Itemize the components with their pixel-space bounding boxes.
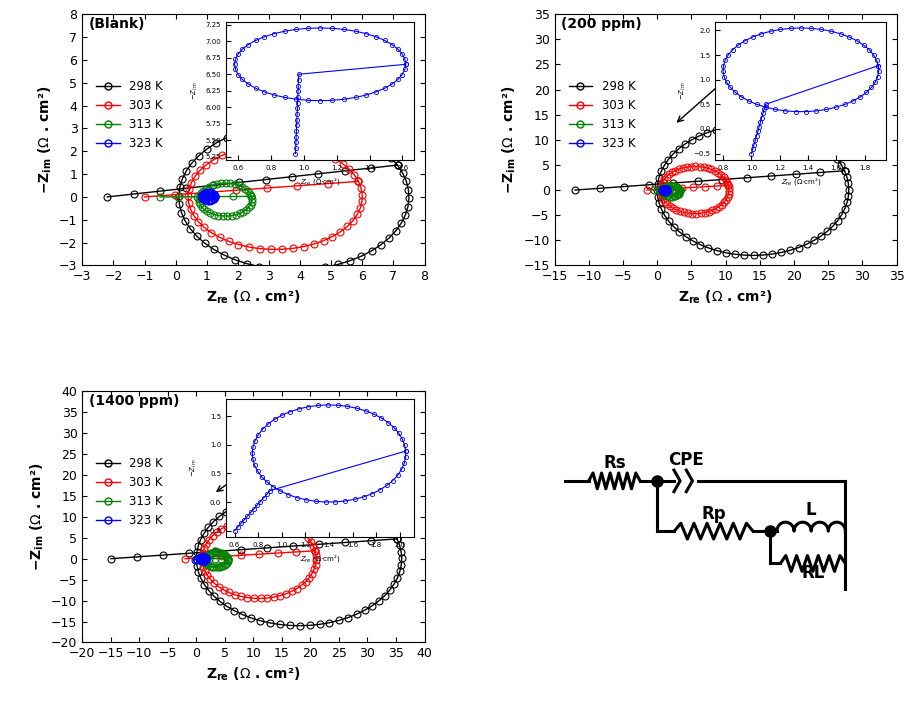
Text: CPE: CPE (668, 450, 705, 469)
Text: RL: RL (802, 564, 824, 582)
X-axis label: $\mathbf{Z_{re}}$ ($\Omega$ . cm²): $\mathbf{Z_{re}}$ ($\Omega$ . cm²) (206, 289, 301, 306)
X-axis label: $\mathbf{Z_{re}}$ ($\Omega$ . cm²): $\mathbf{Z_{re}}$ ($\Omega$ . cm²) (206, 666, 301, 683)
Y-axis label: $\mathbf{- Z_{im}}$ ($\Omega$ . cm²): $\mathbf{- Z_{im}}$ ($\Omega$ . cm²) (501, 85, 518, 194)
Text: (1400 ppm): (1400 ppm) (89, 394, 179, 407)
Y-axis label: $\mathbf{- Z_{im}}$ ($\Omega$ . cm²): $\mathbf{- Z_{im}}$ ($\Omega$ . cm²) (28, 462, 46, 571)
Text: (Blank): (Blank) (89, 17, 145, 30)
Text: Rp: Rp (701, 505, 726, 522)
X-axis label: $\mathbf{Z_{re}}$ ($\Omega$ . cm²): $\mathbf{Z_{re}}$ ($\Omega$ . cm²) (678, 289, 773, 306)
Legend: 298 K, 303 K, 313 K, 323 K: 298 K, 303 K, 313 K, 323 K (92, 76, 168, 155)
Text: L: L (806, 501, 816, 519)
Text: (200 ppm): (200 ppm) (562, 17, 642, 30)
Legend: 298 K, 303 K, 313 K, 323 K: 298 K, 303 K, 313 K, 323 K (92, 453, 168, 532)
Legend: 298 K, 303 K, 313 K, 323 K: 298 K, 303 K, 313 K, 323 K (564, 76, 640, 155)
Text: Rs: Rs (603, 455, 626, 472)
Y-axis label: $\mathbf{- Z_{im}}$ ($\Omega$ . cm²): $\mathbf{- Z_{im}}$ ($\Omega$ . cm²) (37, 85, 54, 194)
